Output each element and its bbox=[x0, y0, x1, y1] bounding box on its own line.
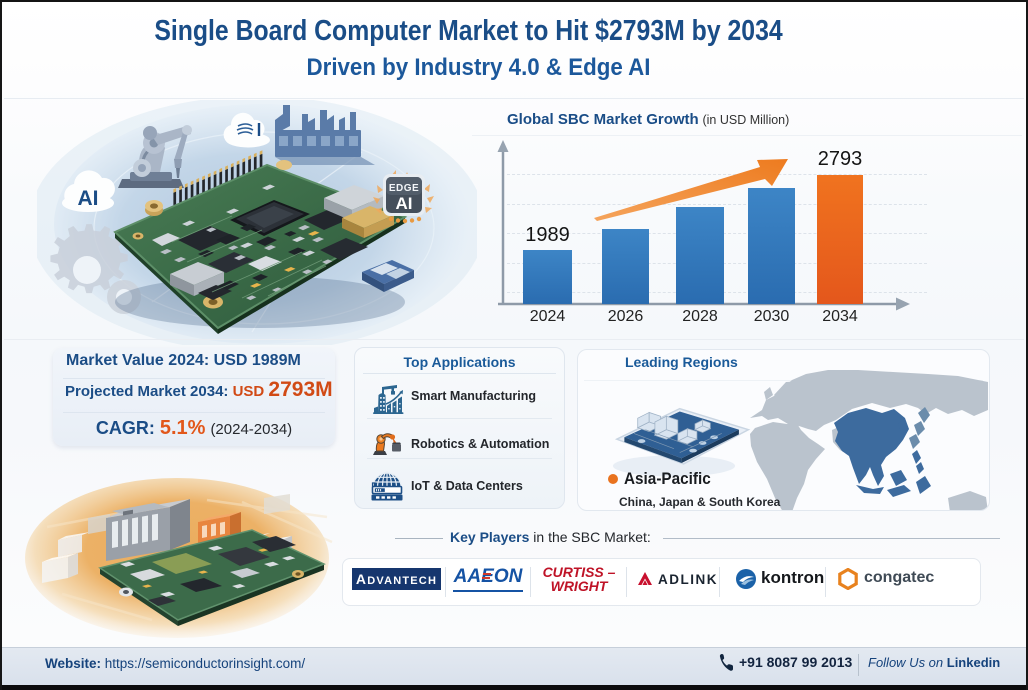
svg-text:AI: AI bbox=[78, 187, 99, 210]
svg-text:EDGE: EDGE bbox=[389, 183, 419, 194]
svg-text:AI: AI bbox=[396, 194, 413, 213]
